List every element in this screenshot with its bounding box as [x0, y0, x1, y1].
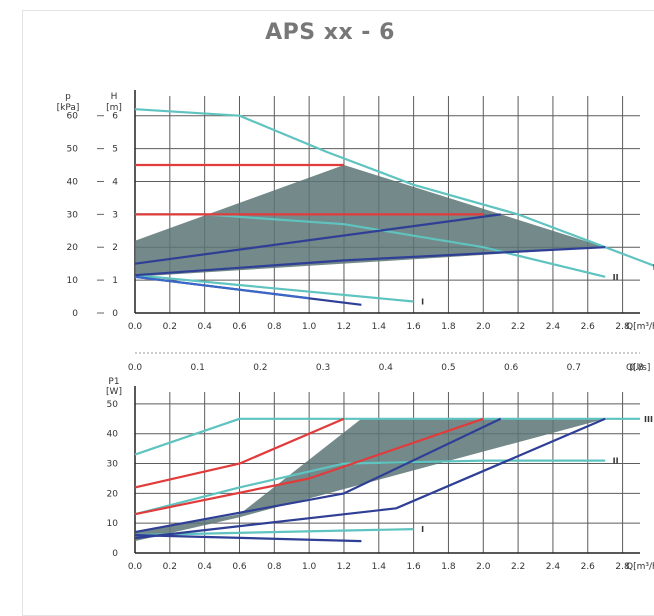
bottom-x-tick-label: 1.4: [372, 562, 387, 572]
bottom-x-tick-label: 1.8: [441, 562, 456, 572]
top-y-m-tick: 4: [112, 177, 118, 187]
bottom-curve-label-III: III: [644, 415, 653, 424]
top-y-kpa-label-symbol: p: [65, 92, 71, 102]
bottom-curve-label-I: I: [421, 525, 424, 534]
secondary-x-tick-label: 0.2: [253, 363, 267, 373]
bottom-x-tick-label: 1.0: [302, 562, 317, 572]
secondary-x-tick-label: 0.1: [191, 363, 205, 373]
secondary-x-tick-label: 0.7: [567, 363, 581, 373]
bottom-series-red-lower: [134, 417, 484, 516]
top-y-m-tick: 1: [112, 276, 118, 286]
bottom-x-tick-label: 0.2: [163, 562, 177, 572]
bottom-x-tick-label: 2.8: [615, 562, 630, 572]
top-curve-label-III: III: [653, 263, 654, 272]
top-y-m-tick: 0: [112, 309, 118, 319]
bottom-series-navy-lower: [134, 417, 606, 540]
top-y-m-label-symbol: H: [111, 92, 118, 102]
bottom-curve-label-II: II: [613, 457, 619, 466]
bottom-x-tick-label: 2.4: [546, 562, 561, 572]
bottom-y-tick: 40: [107, 430, 119, 440]
top-curve-label-I: I: [421, 297, 424, 306]
bottom-y-tick: 0: [112, 549, 118, 559]
bottom-series-II: [134, 459, 606, 516]
chart-title: APS xx - 6: [265, 20, 395, 45]
top-y-kpa-tick: 50: [67, 145, 79, 155]
secondary-x-tick-label: 0.0: [128, 363, 143, 373]
top-x-tick-label: 1.0: [302, 322, 317, 332]
top-x-tick-label: 0.2: [163, 322, 177, 332]
top-series-low-2: [134, 275, 310, 300]
top-x-tick-label: 0.4: [197, 322, 212, 332]
bottom-x-tick-label: 2.6: [581, 562, 596, 572]
secondary-x-tick-label: 0.5: [441, 363, 455, 373]
bottom-y-label-unit: [W]: [106, 387, 122, 397]
top-series-I: [134, 274, 414, 303]
top-y-kpa-tick: 20: [67, 243, 79, 253]
top-y-kpa-tick: 60: [67, 112, 79, 122]
top-y-m-tick: 3: [112, 210, 118, 220]
top-y-kpa-tick: 10: [67, 276, 79, 286]
top-x-tick-label: 2.0: [476, 322, 491, 332]
top-x-tick-label: 2.8: [615, 322, 630, 332]
top-curve-label-II: II: [613, 273, 619, 282]
top-x-tick-label: 2.2: [511, 322, 525, 332]
bottom-x-tick-label: 0.4: [197, 562, 212, 572]
secondary-x-axis-label: Q[l/s]: [626, 363, 650, 373]
bottom-y-tick: 50: [107, 400, 119, 410]
top-x-tick-label: 2.4: [546, 322, 561, 332]
bottom-y-tick: 20: [107, 489, 119, 499]
bottom-x-tick-label: 2.2: [511, 562, 525, 572]
bottom-x-tick-label: 0.8: [267, 562, 282, 572]
top-y-kpa-tick: 0: [72, 309, 78, 319]
top-x-tick-label: 0.0: [128, 322, 143, 332]
top-y-kpa-label-unit: [kPa]: [57, 103, 80, 113]
bottom-x-tick-label: 1.2: [337, 562, 351, 572]
secondary-x-tick-label: 0.3: [316, 363, 330, 373]
top-y-m-tick: 6: [112, 112, 118, 122]
bottom-x-tick-label: 0.0: [128, 562, 143, 572]
bottom-x-axis-label: Q[m³/h]: [626, 562, 654, 572]
top-x-tick-label: 1.4: [372, 322, 387, 332]
top-y-kpa-tick: 30: [67, 210, 79, 220]
top-y-m-tick: 5: [112, 145, 118, 155]
top-x-tick-label: 0.6: [232, 322, 247, 332]
secondary-x-tick-label: 0.8: [629, 363, 644, 373]
bottom-x-tick-label: 2.0: [476, 562, 491, 572]
bottom-x-tick-label: 0.6: [232, 562, 247, 572]
secondary-x-tick-label: 0.4: [379, 363, 394, 373]
bottom-y-label-symbol: P1: [108, 377, 119, 387]
secondary-x-tick-label: 0.6: [504, 363, 519, 373]
top-x-tick-label: 1.8: [441, 322, 456, 332]
top-y-m-label-unit: [m]: [106, 103, 122, 113]
top-x-tick-label: 1.6: [406, 322, 421, 332]
bottom-series-navy-upper: [134, 417, 502, 534]
bottom-series-red-upper: [134, 417, 345, 489]
top-x-tick-label: 0.8: [267, 322, 282, 332]
top-y-kpa-tick: 40: [67, 177, 79, 187]
top-x-tick-label: 1.2: [337, 322, 351, 332]
bottom-series-navy-low: [134, 534, 362, 543]
top-y-m-tick: 2: [112, 243, 118, 253]
top-x-axis-label: Q[m³/h]: [626, 322, 654, 332]
bottom-y-tick: 30: [107, 460, 119, 470]
bottom-y-tick: 10: [107, 519, 119, 529]
top-x-tick-label: 2.6: [581, 322, 596, 332]
bottom-series-I: [134, 528, 414, 537]
top-series-prop-mid: [134, 246, 606, 277]
bottom-x-tick-label: 1.6: [406, 562, 421, 572]
top-series-prop-max: [134, 213, 501, 265]
bottom-series-III: [134, 417, 640, 456]
